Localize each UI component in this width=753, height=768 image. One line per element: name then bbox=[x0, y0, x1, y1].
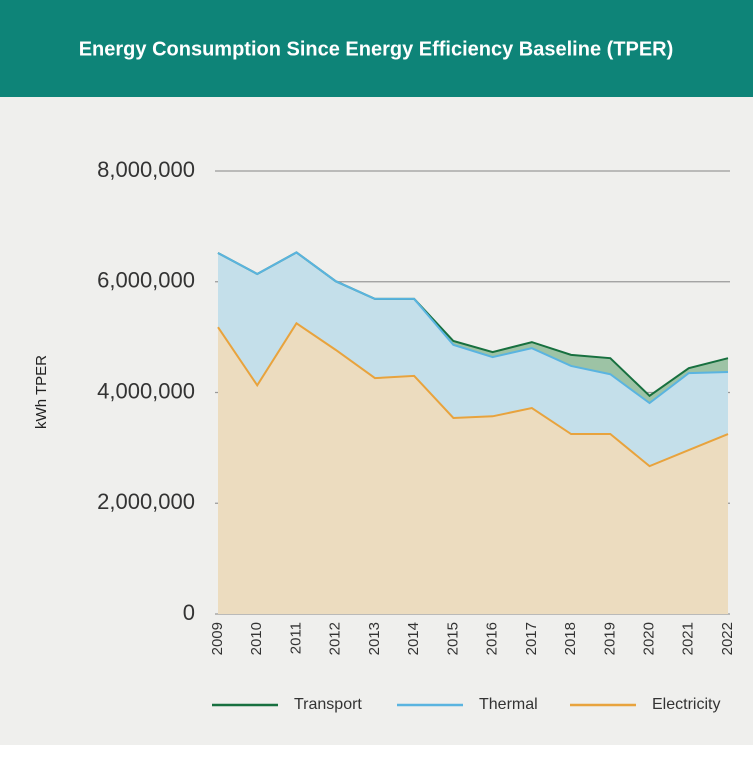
x-tick-label: 2012 bbox=[327, 622, 344, 655]
x-tick-label: 2015 bbox=[444, 622, 461, 655]
area-fill bbox=[218, 252, 728, 404]
area-line bbox=[217, 251, 729, 405]
x-tick-label: 2017 bbox=[523, 622, 540, 655]
y-tick-label: 6,000,000 bbox=[97, 268, 195, 293]
x-tick-label: 2010 bbox=[248, 622, 265, 655]
legend-label: Electricity bbox=[652, 696, 720, 713]
x-tick-label: 2020 bbox=[641, 622, 658, 655]
y-axis-title: kWh TPER bbox=[33, 355, 50, 429]
x-tick-label: 2011 bbox=[287, 622, 304, 654]
x-tick-label: 2013 bbox=[366, 622, 383, 655]
x-tick-label: 2018 bbox=[562, 622, 579, 655]
legend-label: Transport bbox=[294, 696, 362, 713]
y-tick-label: 0 bbox=[183, 600, 195, 625]
area-fill bbox=[218, 323, 728, 614]
x-tick-label: 2014 bbox=[405, 622, 422, 655]
y-tick-label: 2,000,000 bbox=[97, 489, 195, 514]
y-tick-label: 8,000,000 bbox=[97, 157, 195, 182]
header bbox=[0, 0, 753, 97]
y-tick-label: 4,000,000 bbox=[97, 378, 195, 403]
x-tick-label: 2019 bbox=[601, 622, 618, 655]
x-tick-label: 2016 bbox=[484, 622, 501, 655]
x-tick-label: 2021 bbox=[680, 622, 697, 655]
area-line bbox=[217, 321, 729, 468]
chart-title: Energy Consumption Since Energy Efficien… bbox=[79, 38, 674, 60]
legend-label: Thermal bbox=[479, 696, 538, 713]
x-tick-label: 2009 bbox=[209, 622, 226, 655]
x-tick-label: 2022 bbox=[719, 622, 736, 655]
area-fill bbox=[218, 252, 728, 467]
